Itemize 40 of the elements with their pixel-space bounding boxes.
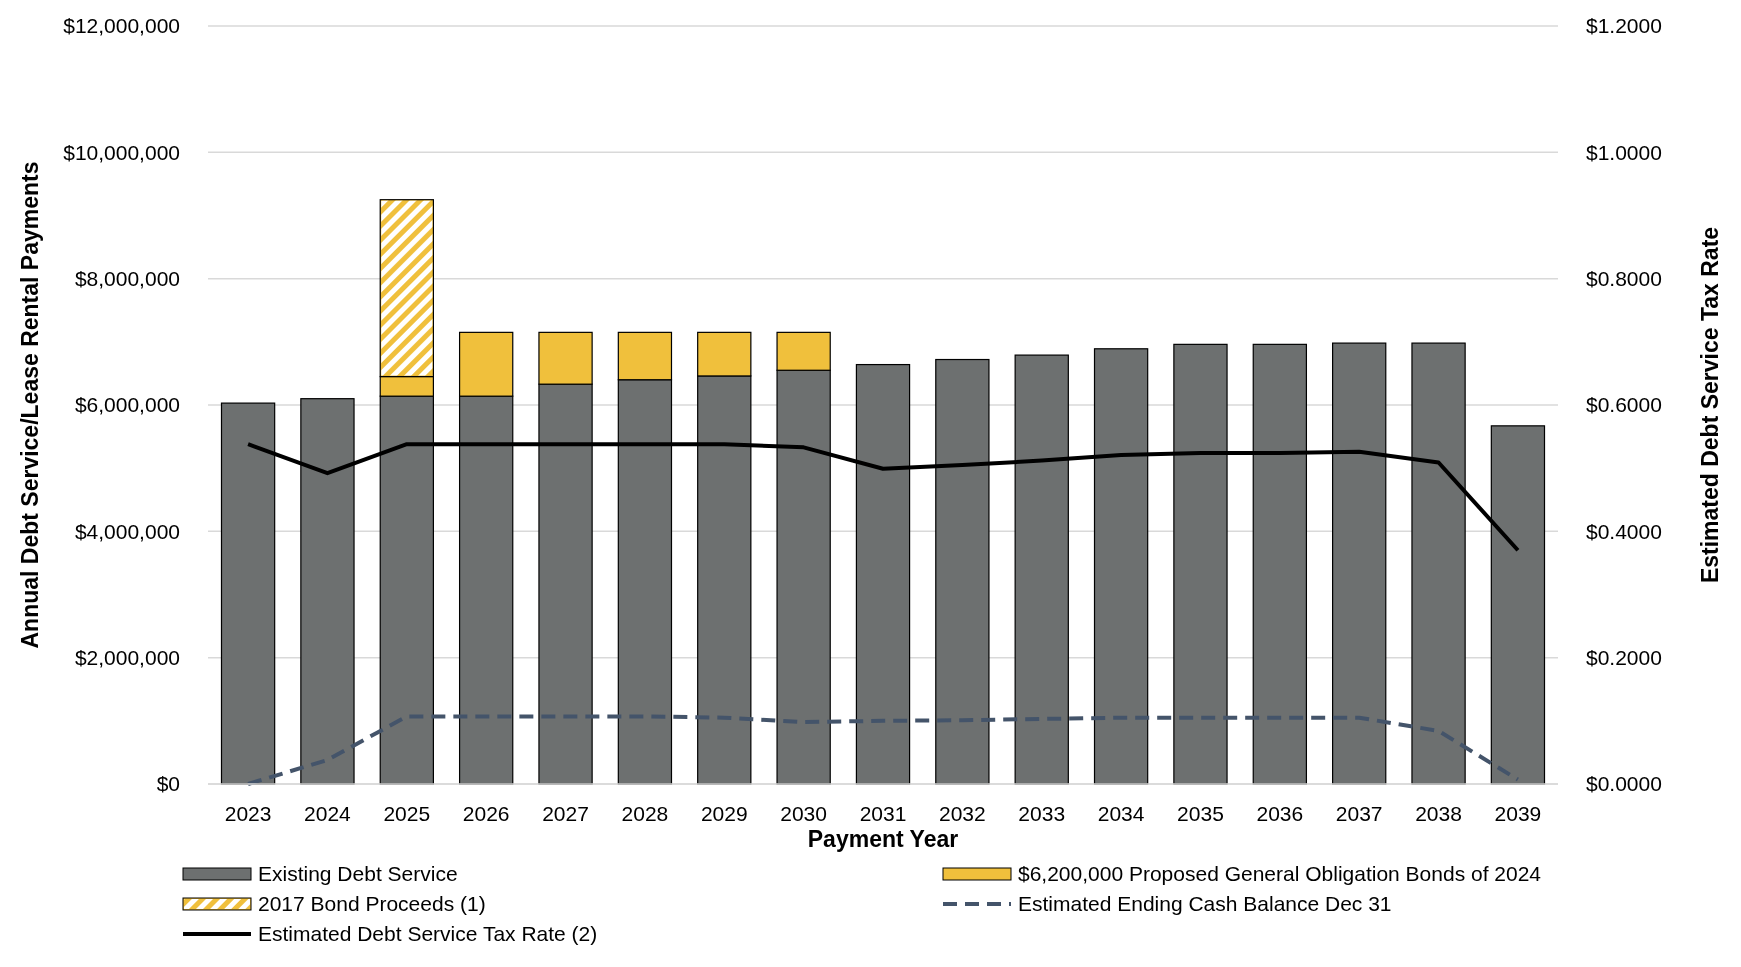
y-axis-title: Annual Debt Service/Lease Rental Payments — [17, 161, 43, 649]
x-tick-label: 2027 — [542, 802, 589, 826]
x-tick-label: 2035 — [1177, 802, 1224, 826]
legend-label: 2017 Bond Proceeds (1) — [258, 892, 486, 916]
x-tick-label: 2037 — [1335, 802, 1383, 826]
x-tick-label: 2034 — [1097, 802, 1145, 826]
y-tick-label: $2,000,000 — [74, 646, 180, 670]
x-tick-label: 2031 — [859, 802, 907, 826]
x-tick-label: 2030 — [780, 802, 827, 826]
x-tick-label: 2024 — [304, 802, 352, 826]
y2-tick-label: $0.0000 — [1586, 772, 1662, 796]
y-tick-label: $12,000,000 — [63, 14, 180, 38]
y2-tick-label: $0.2000 — [1586, 646, 1662, 670]
x-tick-label: 2023 — [224, 802, 272, 826]
x-tick-label: 2038 — [1415, 802, 1462, 826]
y2-axis-title: Estimated Debt Service Tax Rate — [1697, 226, 1723, 584]
legend-label: Existing Debt Service — [258, 862, 458, 886]
y-tick-label: $4,000,000 — [74, 519, 180, 543]
y-tick-label: $8,000,000 — [74, 267, 180, 291]
x-tick-label: 2025 — [383, 802, 431, 826]
x-axis-title: Payment Year — [807, 826, 959, 852]
x-tick-label: 2032 — [939, 802, 986, 826]
legend-label: Estimated Debt Service Tax Rate (2) — [258, 922, 598, 946]
x-tick-label: 2039 — [1494, 802, 1542, 826]
x-tick-label: 2036 — [1256, 802, 1304, 826]
legend-label: $6,200,000 Proposed General Obligation Bonds of 2024 — [1018, 862, 1542, 886]
y2-tick-label: $0.6000 — [1586, 393, 1662, 417]
y-tick-label: $0 — [156, 772, 180, 796]
x-tick-label: 2033 — [1018, 802, 1066, 826]
y-tick-label: $6,000,000 — [74, 393, 180, 417]
line-series — [246, 714, 1520, 786]
y2-tick-label: $1.0000 — [1586, 140, 1662, 164]
x-tick-label: 2026 — [462, 802, 510, 826]
x-tick-label: 2028 — [621, 802, 669, 826]
legend-label: Estimated Ending Cash Balance Dec 31 — [1018, 892, 1392, 916]
y2-tick-label: $0.4000 — [1586, 519, 1662, 543]
y-tick-label: $10,000,000 — [63, 140, 180, 164]
y2-tick-label: $1.2000 — [1586, 14, 1662, 38]
x-tick-label: 2029 — [700, 802, 748, 826]
y2-tick-label: $0.8000 — [1586, 267, 1662, 291]
